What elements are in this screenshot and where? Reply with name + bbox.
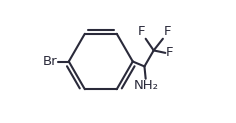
Text: F: F <box>138 25 145 38</box>
Text: F: F <box>166 46 173 59</box>
Text: Br: Br <box>43 55 58 68</box>
Text: NH₂: NH₂ <box>134 79 159 92</box>
Text: F: F <box>164 25 171 38</box>
